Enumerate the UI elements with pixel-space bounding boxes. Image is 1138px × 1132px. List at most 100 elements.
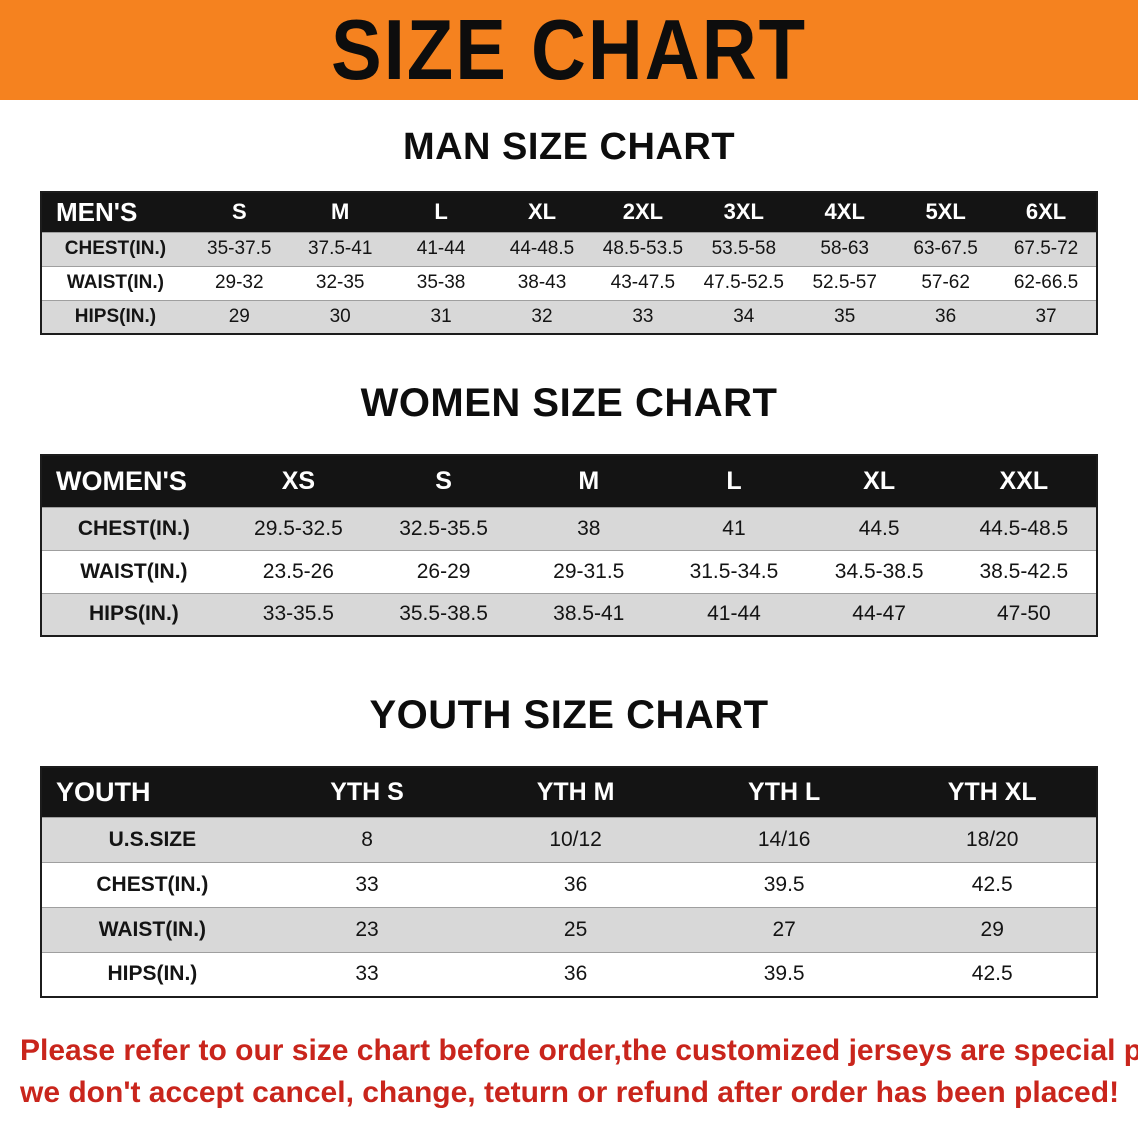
row-label: HIPS(IN.) [41, 299, 189, 334]
row-label: CHEST(IN.) [41, 861, 263, 907]
size-value-cell: 23.5-26 [225, 549, 371, 593]
women-size-table: WOMEN'S XS S M L XL XXL CHEST(IN.) 29.5-32.5 32.5… [40, 454, 1098, 637]
size-value-cell: 47-50 [951, 592, 1097, 636]
size-value-cell: 37 [996, 299, 1097, 334]
table-row: WAIST(IN.) 23.5-26 26-29 29-31.5 31.5-34.5 34… [41, 549, 1097, 593]
size-column-header: S [188, 192, 290, 232]
size-value-cell: 33-35.5 [225, 592, 371, 636]
size-value-cell: 35 [794, 299, 896, 334]
table-row: HIPS(IN.) 33 36 39.5 42.5 [41, 951, 1097, 997]
size-column-header: M [516, 455, 662, 507]
size-column-header: 5XL [895, 192, 997, 232]
size-value-cell: 48.5-53.5 [592, 231, 694, 266]
size-value-cell: 36 [895, 299, 997, 334]
table-corner-label: YOUTH [41, 767, 263, 817]
row-label: WAIST(IN.) [41, 265, 189, 300]
size-value-cell: 41 [661, 506, 807, 550]
size-value-cell: 44-47 [806, 592, 952, 636]
size-value-cell: 58-63 [794, 231, 896, 266]
footer-notice-line2: we don't accept cancel, change, teturn o… [20, 1076, 1120, 1109]
size-column-header: 3XL [693, 192, 795, 232]
size-value-cell: 36 [471, 861, 680, 907]
size-value-cell: 33 [262, 861, 472, 907]
size-value-cell: 39.5 [679, 861, 889, 907]
size-value-cell: 14/16 [679, 816, 889, 862]
size-value-cell: 31.5-34.5 [661, 549, 807, 593]
size-value-cell: 38.5-41 [516, 592, 662, 636]
size-value-cell: 34.5-38.5 [806, 549, 952, 593]
size-column-header: XL [491, 192, 593, 232]
size-value-cell: 38.5-42.5 [951, 549, 1097, 593]
table-row: WAIST(IN.) 29-32 32-35 35-38 38-43 43-47.5 47.… [41, 265, 1097, 300]
size-value-cell: 52.5-57 [794, 265, 896, 300]
footer-notice-line1: Please refer to our size chart before or… [20, 1034, 1138, 1067]
size-value-cell: 57-62 [895, 265, 997, 300]
size-value-cell: 30 [289, 299, 391, 334]
size-value-cell: 29 [888, 906, 1097, 952]
size-value-cell: 26-29 [370, 549, 517, 593]
table-row: CHEST(IN.) 33 36 39.5 42.5 [41, 861, 1097, 907]
size-column-header: YTH S [262, 767, 472, 817]
size-value-cell: 63-67.5 [895, 231, 997, 266]
row-label: WAIST(IN.) [41, 549, 226, 593]
size-value-cell: 42.5 [888, 861, 1097, 907]
size-value-cell: 32-35 [289, 265, 391, 300]
table-row: WAIST(IN.) 23 25 27 29 [41, 906, 1097, 952]
size-value-cell: 67.5-72 [996, 231, 1097, 266]
size-value-cell: 44.5-48.5 [951, 506, 1097, 550]
table-row: HIPS(IN.) 33-35.5 35.5-38.5 38.5-41 41-44 44-… [41, 592, 1097, 636]
table-row: U.S.SIZE 8 10/12 14/16 18/20 [41, 816, 1097, 862]
youth-size-table: YOUTH YTH S YTH M YTH L YTH XL U.S.SIZE 8 10/12… [40, 766, 1098, 998]
size-value-cell: 29.5-32.5 [225, 506, 371, 550]
row-label: CHEST(IN.) [41, 231, 189, 266]
size-value-cell: 37.5-41 [289, 231, 391, 266]
size-column-header: 2XL [592, 192, 694, 232]
heading-youth-size-chart: YOUTH SIZE CHART [369, 693, 769, 737]
heading-women-size-chart: WOMEN SIZE CHART [360, 381, 778, 425]
size-column-header: S [370, 455, 517, 507]
size-value-cell: 32.5-35.5 [370, 506, 517, 550]
row-label: WAIST(IN.) [41, 906, 263, 952]
size-column-header: YTH M [471, 767, 680, 817]
footer-notice: Please refer to our size chart before or… [20, 1030, 1138, 1114]
size-value-cell: 27 [679, 906, 889, 952]
row-label: U.S.SIZE [41, 816, 263, 862]
section-youth: YOUTH SIZE CHART YOUTH YTH S YTH M YTH L YTH… [0, 693, 1138, 998]
banner: SIZE CHART [0, 0, 1138, 100]
size-value-cell: 53.5-58 [693, 231, 795, 266]
section-women: WOMEN SIZE CHART WOMEN'S XS S M L XL XXL CHEST(… [0, 381, 1138, 637]
size-value-cell: 62-66.5 [996, 265, 1097, 300]
size-value-cell: 44.5 [806, 506, 952, 550]
size-column-header: 4XL [794, 192, 896, 232]
table-row: CHEST(IN.) 29.5-32.5 32.5-35.5 38 41 44.5 44.5… [41, 506, 1097, 550]
size-value-cell: 25 [471, 906, 680, 952]
size-value-cell: 42.5 [888, 951, 1097, 997]
size-value-cell: 43-47.5 [592, 265, 694, 300]
size-value-cell: 23 [262, 906, 472, 952]
size-column-header: M [289, 192, 391, 232]
size-value-cell: 47.5-52.5 [693, 265, 795, 300]
size-value-cell: 36 [471, 951, 680, 997]
size-value-cell: 38-43 [491, 265, 593, 300]
size-value-cell: 10/12 [471, 816, 680, 862]
table-header-row: WOMEN'S XS S M L XL XXL [41, 455, 1097, 507]
size-value-cell: 33 [262, 951, 472, 997]
size-value-cell: 31 [390, 299, 492, 334]
size-value-cell: 35.5-38.5 [370, 592, 517, 636]
size-value-cell: 29-31.5 [516, 549, 662, 593]
size-column-header: L [661, 455, 807, 507]
size-value-cell: 29 [188, 299, 290, 334]
page-title: SIZE CHART [331, 2, 807, 98]
size-value-cell: 35-37.5 [188, 231, 290, 266]
size-column-header: 6XL [996, 192, 1097, 232]
table-corner-label: MEN'S [41, 192, 189, 232]
row-label: CHEST(IN.) [41, 506, 226, 550]
size-column-header: XL [806, 455, 952, 507]
table-row: HIPS(IN.) 29 30 31 32 33 34 35 36 37 [41, 299, 1097, 334]
size-column-header: YTH L [679, 767, 889, 817]
heading-man-size-chart: MAN SIZE CHART [402, 126, 736, 168]
table-header-row: MEN'S S M L XL 2XL 3XL 4XL 5XL 6XL [41, 192, 1097, 232]
size-value-cell: 32 [491, 299, 593, 334]
section-men: MAN SIZE CHART MEN'S S M L XL 2XL 3XL 4XL 5XL 6XL… [0, 126, 1138, 335]
size-value-cell: 41-44 [390, 231, 492, 266]
